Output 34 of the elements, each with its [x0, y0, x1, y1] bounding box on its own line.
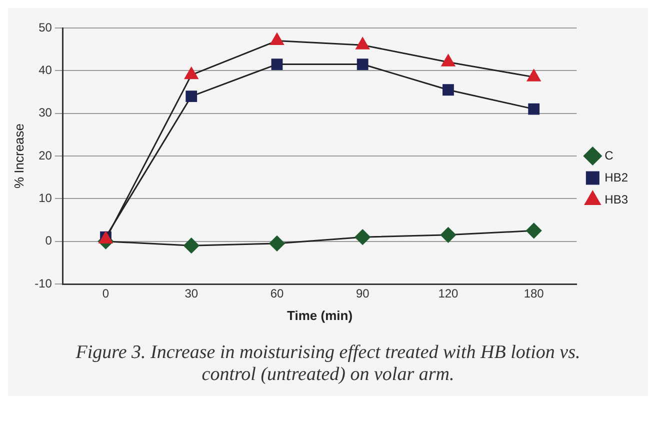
- x-tick-label: 180: [524, 286, 544, 301]
- y-tick-label: 10: [38, 190, 52, 205]
- point: [354, 229, 370, 245]
- y-tick-label: 20: [38, 148, 52, 162]
- x-tick-label: 0: [102, 286, 110, 301]
- x-tick-label: 60: [270, 286, 284, 301]
- point: [528, 103, 540, 115]
- point: [269, 236, 285, 252]
- x-tick-label: 120: [438, 286, 459, 301]
- point: [526, 222, 542, 238]
- point: [270, 33, 284, 46]
- point: [271, 58, 283, 70]
- y-tick-label: -10: [34, 276, 52, 290]
- x-tick-label: 30: [184, 286, 198, 301]
- legend-label: C: [604, 148, 614, 162]
- point: [356, 58, 368, 70]
- point: [440, 227, 456, 243]
- legend-label: HB2: [604, 170, 628, 184]
- caption: Figure 3. Increase in moisturising effect treated with HB lotion vs. control (untreated) on volar arm.: [74, 341, 582, 387]
- x-axis-title: Time (min): [287, 308, 353, 323]
- point: [184, 67, 198, 80]
- point: [527, 69, 541, 82]
- y-tick-label: 50: [38, 20, 52, 34]
- y-tick-label: 40: [38, 62, 52, 77]
- y-axis-title: % Increase: [11, 123, 26, 189]
- point: [441, 54, 456, 66]
- legend-label: HB3: [604, 192, 628, 206]
- point: [186, 90, 198, 102]
- point: [356, 37, 370, 50]
- y-tick-label: 30: [38, 106, 52, 120]
- point: [442, 84, 454, 96]
- y-tick-label: 0: [45, 234, 52, 248]
- point: [184, 238, 200, 254]
- x-tick-label: 90: [356, 286, 370, 301]
